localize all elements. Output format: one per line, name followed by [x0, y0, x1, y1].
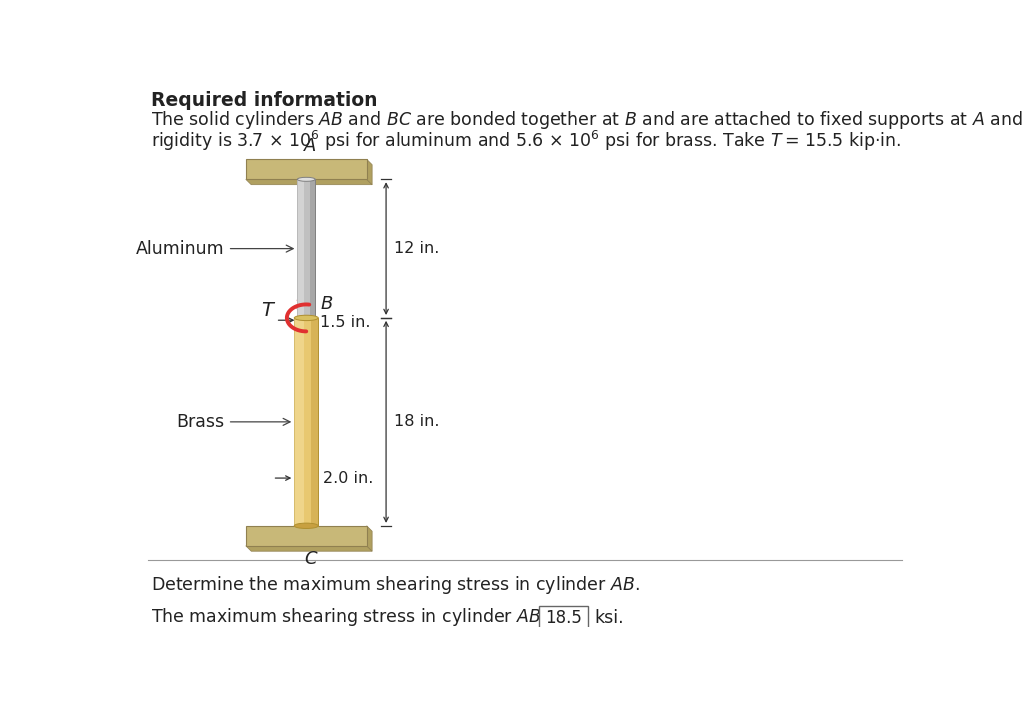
Polygon shape	[246, 526, 367, 546]
Text: The solid cylinders $AB$ and $BC$ are bonded together at $B$ and are attached to: The solid cylinders $AB$ and $BC$ are bo…	[152, 109, 1024, 131]
Polygon shape	[367, 159, 372, 185]
Polygon shape	[294, 318, 318, 526]
Polygon shape	[310, 179, 315, 318]
Text: 2.0 in.: 2.0 in.	[323, 471, 374, 486]
Text: A: A	[304, 137, 316, 154]
Text: Required information: Required information	[152, 91, 378, 110]
Ellipse shape	[294, 315, 318, 321]
Text: rigidity is 3.7 × 10$^6$ psi for aluminum and 5.6 × 10$^6$ psi for brass. Take $: rigidity is 3.7 × 10$^6$ psi for aluminu…	[152, 128, 901, 152]
Text: 18 in.: 18 in.	[394, 415, 439, 429]
Text: The maximum shearing stress in cylinder $AB$ is: The maximum shearing stress in cylinder …	[152, 606, 561, 628]
Polygon shape	[297, 179, 304, 318]
Ellipse shape	[297, 316, 315, 320]
Text: T: T	[261, 301, 273, 319]
Ellipse shape	[294, 523, 318, 529]
Text: ksi.: ksi.	[595, 609, 625, 627]
Text: C: C	[304, 551, 316, 568]
Text: 12 in.: 12 in.	[394, 241, 439, 256]
Polygon shape	[246, 179, 372, 185]
Text: Determine the maximum shearing stress in cylinder $AB$.: Determine the maximum shearing stress in…	[152, 574, 640, 596]
Text: B: B	[321, 295, 333, 313]
Text: Aluminum: Aluminum	[136, 240, 293, 257]
Text: 18.5: 18.5	[545, 609, 582, 627]
Polygon shape	[246, 159, 367, 179]
Text: Brass: Brass	[177, 413, 290, 431]
FancyBboxPatch shape	[539, 606, 589, 630]
Polygon shape	[367, 526, 372, 551]
Polygon shape	[294, 318, 304, 526]
Polygon shape	[311, 318, 318, 526]
Ellipse shape	[297, 178, 315, 181]
Text: 1.5 in.: 1.5 in.	[319, 315, 371, 330]
Polygon shape	[297, 179, 315, 318]
Polygon shape	[246, 546, 372, 551]
